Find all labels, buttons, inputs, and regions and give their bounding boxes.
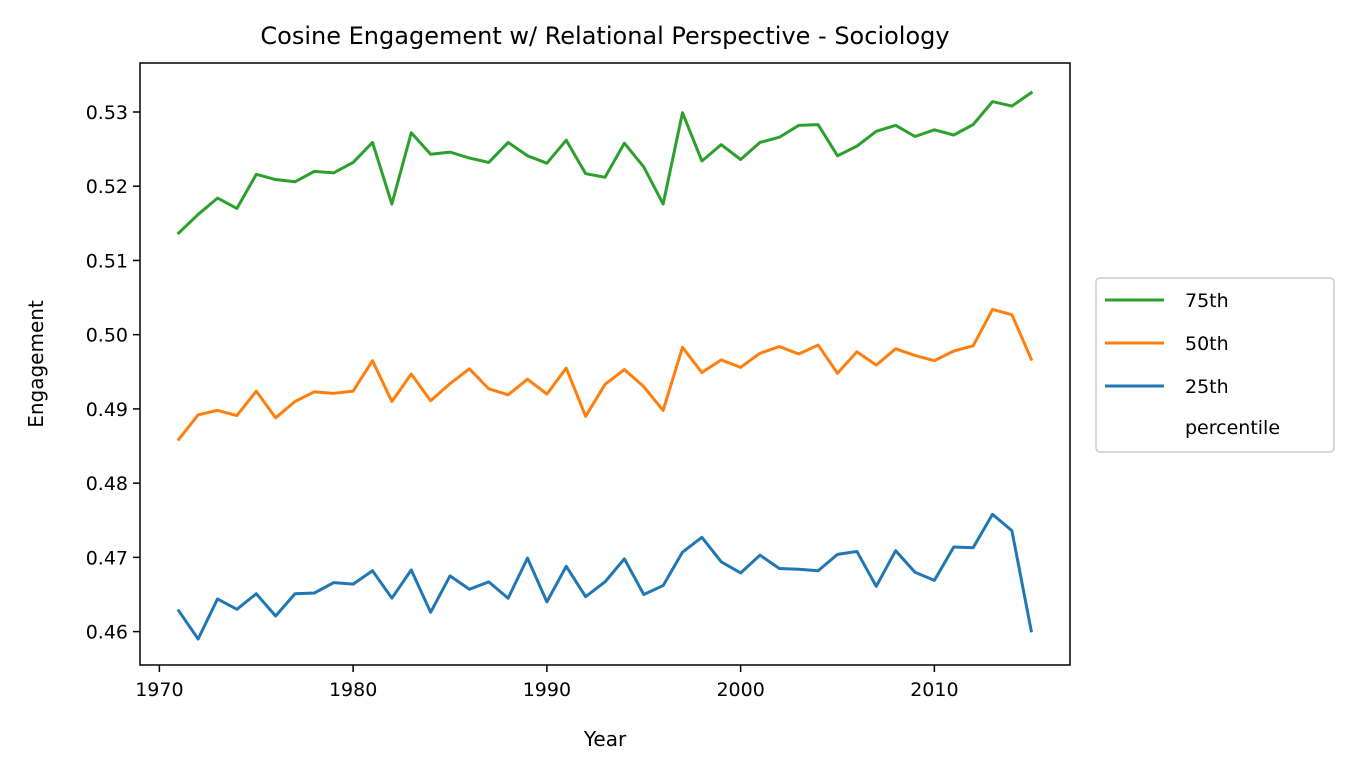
series-line-75th [176,90,1034,236]
x-tick-label: 1980 [329,679,377,701]
y-tick-label: 0.46 [86,622,128,644]
legend-footer: percentile [1185,417,1280,439]
x-axis-label: Year [583,727,627,751]
y-tick-label: 0.47 [86,547,128,569]
series-line-50th [176,307,1034,442]
y-tick-label: 0.48 [86,473,128,495]
x-tick-label: 2000 [716,679,764,701]
legend-label: 75th [1185,290,1229,312]
chart-title: Cosine Engagement w/ Relational Perspect… [260,22,949,50]
legend-label: 50th [1185,333,1229,355]
legend-frame [1095,277,1335,453]
y-tick-label: 0.52 [86,176,128,198]
y-tick-label: 0.49 [86,399,128,421]
y-tick-label: 0.51 [86,250,128,272]
y-tick-label: 0.53 [86,102,128,124]
legend: 75th 50th 25th percentile [1095,277,1335,453]
legend-label: 25th [1185,376,1229,398]
plot-frame [139,62,1071,666]
y-tick-label: 0.50 [86,325,128,347]
x-tick-label: 2010 [910,679,958,701]
plot-lines [176,90,1034,641]
y-axis: 0.46 0.47 0.48 0.49 0.50 0.51 0.52 0.53 [86,102,140,644]
y-axis-label: Engagement [24,300,48,428]
x-tick-label: 1990 [523,679,571,701]
series-line-25th [176,512,1034,641]
x-axis: 1970 1980 1990 2000 2010 [135,665,959,701]
x-tick-label: 1970 [135,679,183,701]
